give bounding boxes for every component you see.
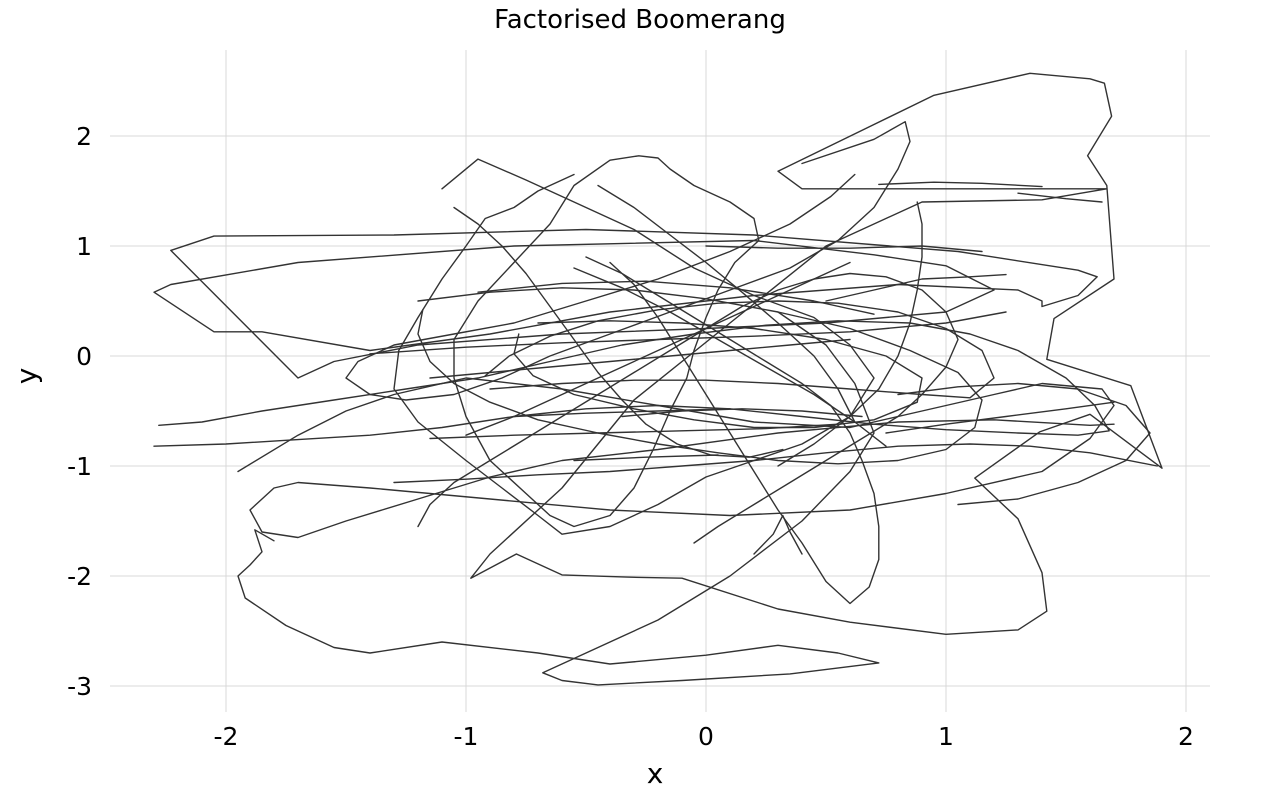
trajectory-line-27 (573, 454, 719, 462)
trajectory-line-6 (453, 155, 760, 528)
trajectory-line-30 (573, 267, 887, 447)
trajectory-line-10 (585, 256, 880, 605)
x-tick-label: -2 (214, 722, 239, 751)
trajectory-line-19 (477, 280, 875, 315)
trajectory-line-1 (470, 72, 1163, 635)
trajectory-line-18 (369, 311, 1007, 355)
trajectory-line-33 (753, 514, 803, 555)
trajectory-line-22 (621, 408, 863, 418)
series-group (153, 72, 1163, 686)
trajectory-line-11 (417, 287, 983, 465)
trajectory-line-3 (237, 311, 880, 686)
trajectory-line-26 (513, 408, 731, 418)
x-tick-label: -1 (454, 722, 479, 751)
x-axis-ticks: -2 -1 0 1 2 (214, 722, 1194, 751)
y-tick-label: 1 (76, 232, 92, 261)
trajectory-line-25 (878, 181, 1043, 188)
trajectory-line-31 (465, 261, 851, 436)
trajectory-line-20 (429, 423, 839, 440)
trajectory-line-12 (484, 300, 995, 399)
trajectory-line-32 (597, 184, 856, 423)
trajectory-line-17 (705, 245, 983, 253)
x-axis-label: x (647, 757, 664, 790)
y-tick-label: -2 (67, 562, 92, 591)
x-tick-label: 0 (698, 722, 714, 751)
trajectory-line-9 (417, 272, 959, 544)
trajectory-line-13 (513, 320, 923, 429)
y-tick-label: 2 (76, 122, 92, 151)
trajectory-line-23 (825, 273, 1007, 302)
trajectory-line-24 (1017, 192, 1103, 203)
y-tick-label: -1 (67, 452, 92, 481)
trajectory-line-14 (897, 382, 1151, 506)
y-axis-label: y (10, 368, 43, 385)
y-tick-label: -3 (67, 672, 92, 701)
y-tick-label: 0 (76, 342, 92, 371)
trajectory-line-15 (777, 201, 923, 467)
trajectory-line-8 (153, 320, 1110, 447)
trajectory-line-2 (153, 228, 1098, 379)
trajectory-line-29 (885, 401, 1115, 434)
grid (110, 50, 1210, 712)
x-tick-label: 2 (1178, 722, 1194, 751)
x-tick-label: 1 (938, 722, 954, 751)
trajectory-line-21 (393, 443, 1158, 484)
trajectory-line-7 (345, 120, 911, 401)
chart-title: Factorised Boomerang (494, 5, 786, 35)
trajectory-line-5 (393, 158, 875, 535)
y-axis-ticks: 2 1 0 -1 -2 -3 (67, 122, 92, 701)
trajectory-line-4 (237, 377, 1115, 539)
